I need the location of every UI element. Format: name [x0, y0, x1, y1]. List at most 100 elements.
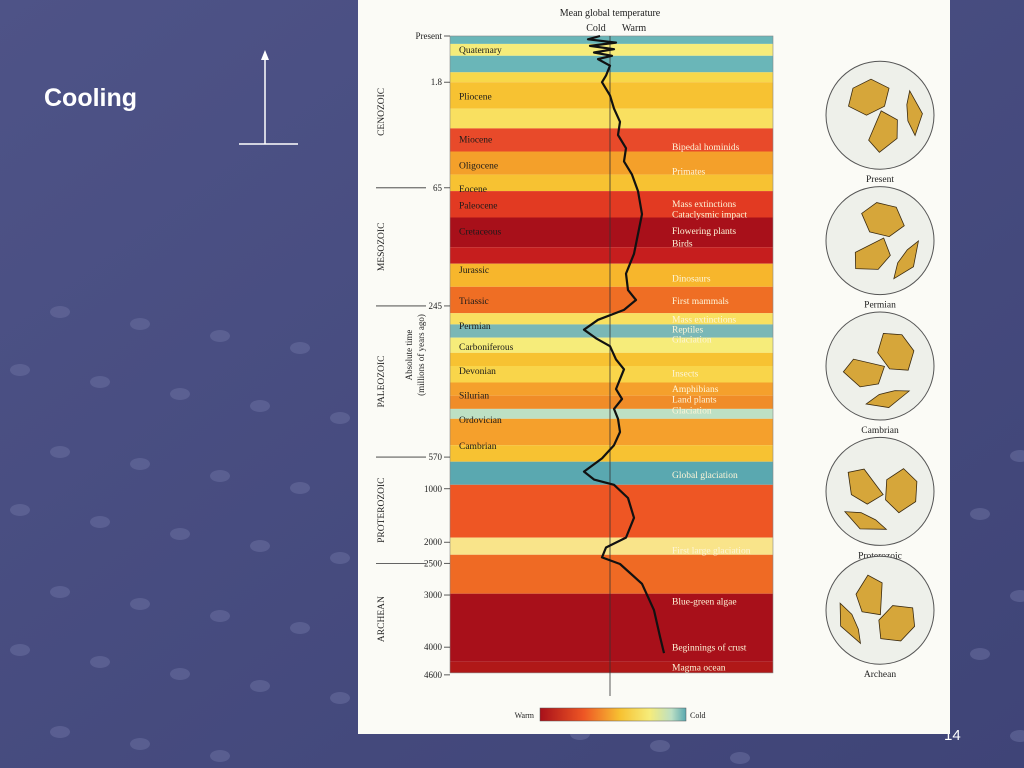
temperature-band [450, 395, 773, 409]
period-label: Miocene [459, 135, 492, 145]
temperature-band [450, 366, 773, 383]
temperature-band [450, 337, 773, 353]
temperature-band [450, 593, 773, 662]
time-ticks: Present 1.8 65 245 570 1000 2000 2500 3000 4000 46… [416, 31, 450, 680]
temperature-band [450, 128, 773, 152]
era-label: PROTEROZOIC [377, 477, 387, 542]
temperature-band [450, 313, 773, 325]
temperature-band [450, 151, 773, 175]
period-label: Triassic [459, 297, 489, 307]
warm-label: Warm [622, 23, 646, 34]
temperature-band [450, 82, 773, 109]
period-label: Carboniferous [459, 342, 514, 353]
period-label: Quaternary [459, 46, 502, 56]
event-label: Amphibians [672, 385, 719, 395]
temperature-band [450, 461, 773, 485]
period-label: Cambrian [459, 442, 497, 452]
period-label: Paleocene [459, 201, 498, 211]
period-labels: Quaternary Pliocene Miocene Oligocene Eocene… [459, 46, 514, 452]
cooling-arrow-icon [239, 50, 298, 145]
temperature-band [450, 217, 773, 248]
figure-header: Mean global temperature [560, 8, 661, 19]
event-label: Flowering plants [672, 227, 736, 237]
tick-label: 2000 [424, 537, 443, 547]
event-label: Land plants [672, 395, 717, 405]
tick-label: 245 [429, 301, 443, 311]
event-label: Mass extinctions [672, 200, 736, 210]
temperature-curve [582, 34, 666, 654]
tick-label: 570 [429, 452, 443, 462]
cold-label: Cold [586, 23, 605, 34]
period-label: Devonian [459, 367, 496, 377]
period-label: Eocene [459, 185, 487, 195]
temperature-band [450, 263, 773, 287]
era-label: PALEOZOIC [377, 356, 387, 408]
tick-label: 4600 [424, 670, 443, 680]
era-label: CENOZOIC [377, 88, 387, 136]
temperature-band [450, 352, 773, 366]
axis-label-line1: Absolute time [404, 330, 414, 381]
temperature-band [450, 191, 773, 218]
temperature-band [450, 382, 773, 396]
temperature-band [450, 174, 773, 192]
geologic-time-figure: Mean global temperature Cold Warm Quater… [358, 0, 950, 734]
tick-label: 1.8 [431, 77, 443, 87]
event-label: Reptiles [672, 325, 703, 335]
event-label: Global glaciation [672, 471, 738, 481]
event-label: Mass extinctions [672, 315, 736, 325]
event-label: Glaciation [672, 335, 712, 345]
globe-present-icon [825, 60, 935, 170]
temperature-band [450, 108, 773, 129]
globe-label: Cambrian [861, 426, 899, 436]
period-label: Cretaceous [459, 228, 502, 238]
event-label: Magma ocean [672, 663, 726, 673]
colorbar-warm-label: Warm [515, 711, 535, 720]
event-label: Bipedal hominids [672, 143, 740, 153]
event-label: First large glaciation [672, 546, 751, 556]
era-label: ARCHEAN [377, 596, 387, 642]
event-label: Glaciation [672, 407, 712, 417]
event-label: First mammals [672, 297, 729, 307]
temperature-band [450, 445, 773, 462]
period-label: Silurian [459, 391, 489, 401]
era-labels: CENOZOIC MESOZOIC PALEOZOIC PROTEROZOIC ARCH… [376, 88, 426, 642]
event-label: Primates [672, 168, 706, 178]
event-labels: Bipedal hominids Primates Mass extinctions… [672, 143, 751, 673]
event-label: Birds [672, 240, 693, 250]
period-label: Permian [459, 322, 491, 332]
period-label: Pliocene [459, 92, 492, 102]
axis-label-line2: (millions of years ago) [416, 314, 426, 396]
globes-column: PresentPermianCambrianProterozoicArchean [825, 60, 935, 680]
temperature-band [450, 247, 773, 264]
temperature-band [450, 408, 773, 419]
globe-permian-icon [825, 186, 935, 296]
tick-label: Present [416, 31, 443, 41]
event-label: Insects [672, 370, 699, 380]
temperature-bands [449, 35, 774, 674]
globe-proterozoic-icon [825, 436, 935, 546]
temperature-band [450, 537, 773, 555]
globe-archean-icon [825, 555, 935, 665]
tick-label: 65 [433, 183, 443, 193]
period-label: Oligocene [459, 162, 498, 172]
tick-label: 4000 [424, 642, 443, 652]
temperature-band [450, 55, 773, 73]
globe-label: Present [866, 175, 894, 185]
temperature-band [450, 36, 773, 44]
tick-label: 1000 [424, 484, 443, 494]
period-label: Jurassic [459, 266, 489, 276]
tick-label: 3000 [424, 590, 443, 600]
era-label: MESOZOIC [377, 223, 387, 272]
globe-cambrian-icon [825, 311, 935, 421]
temperature-band [450, 661, 773, 673]
temperature-band [450, 286, 773, 314]
globe-label: Archean [864, 670, 896, 680]
temperature-band [450, 72, 773, 83]
period-label: Ordovician [459, 416, 502, 426]
temperature-band [450, 484, 773, 538]
event-label: Beginnings of crust [672, 643, 747, 654]
tick-label: 2500 [424, 558, 443, 568]
event-label: Blue-green algae [672, 597, 737, 607]
temperature-band [450, 418, 773, 446]
temperature-band [450, 324, 773, 338]
